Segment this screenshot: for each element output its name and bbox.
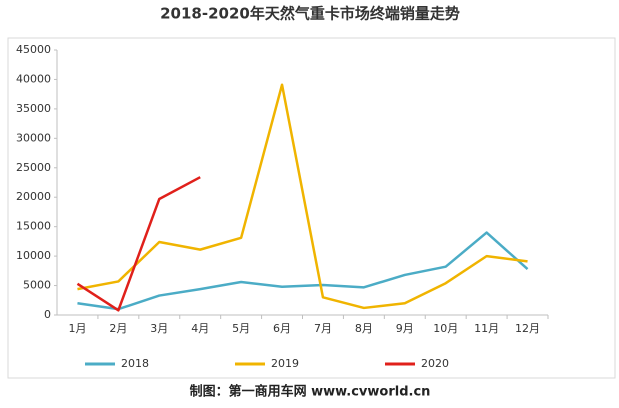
series-line (76, 176, 201, 312)
x-tick-label: 6月 (273, 322, 291, 335)
y-tick-label: 30000 (16, 131, 51, 144)
x-tick-label: 10月 (433, 322, 458, 335)
x-tick-label: 1月 (68, 322, 86, 335)
x-tick-label: 2月 (109, 322, 127, 335)
y-tick-label: 20000 (16, 190, 51, 203)
series-line (77, 83, 528, 310)
legend-label: 2020 (421, 357, 449, 370)
y-tick-label: 10000 (16, 249, 51, 262)
legend-label: 2019 (271, 357, 299, 370)
x-tick-label: 4月 (191, 322, 209, 335)
x-tick-label: 5月 (232, 322, 250, 335)
series-line (77, 231, 529, 311)
y-tick-label: 35000 (16, 102, 51, 115)
y-tick-label: 15000 (16, 220, 51, 233)
x-tick-label: 7月 (314, 322, 332, 335)
x-tick-label: 3月 (150, 322, 168, 335)
x-tick-label: 11月 (474, 322, 499, 335)
y-tick-label: 0 (44, 308, 51, 321)
x-tick-label: 9月 (396, 322, 414, 335)
x-tick-label: 8月 (355, 322, 373, 335)
y-tick-label: 40000 (16, 72, 51, 85)
legend-label: 2018 (121, 357, 149, 370)
chart-title: 2018-2020年天然气重卡市场终端销量走势 (160, 5, 460, 23)
y-tick-label: 25000 (16, 161, 51, 174)
footer: 制图：第一商用车网 www.cvworld.cn (190, 384, 431, 400)
chart-frame (7, 37, 616, 379)
x-tick-label: 12月 (515, 322, 540, 335)
y-tick-label: 5000 (23, 279, 51, 292)
y-tick-label: 45000 (16, 43, 51, 56)
